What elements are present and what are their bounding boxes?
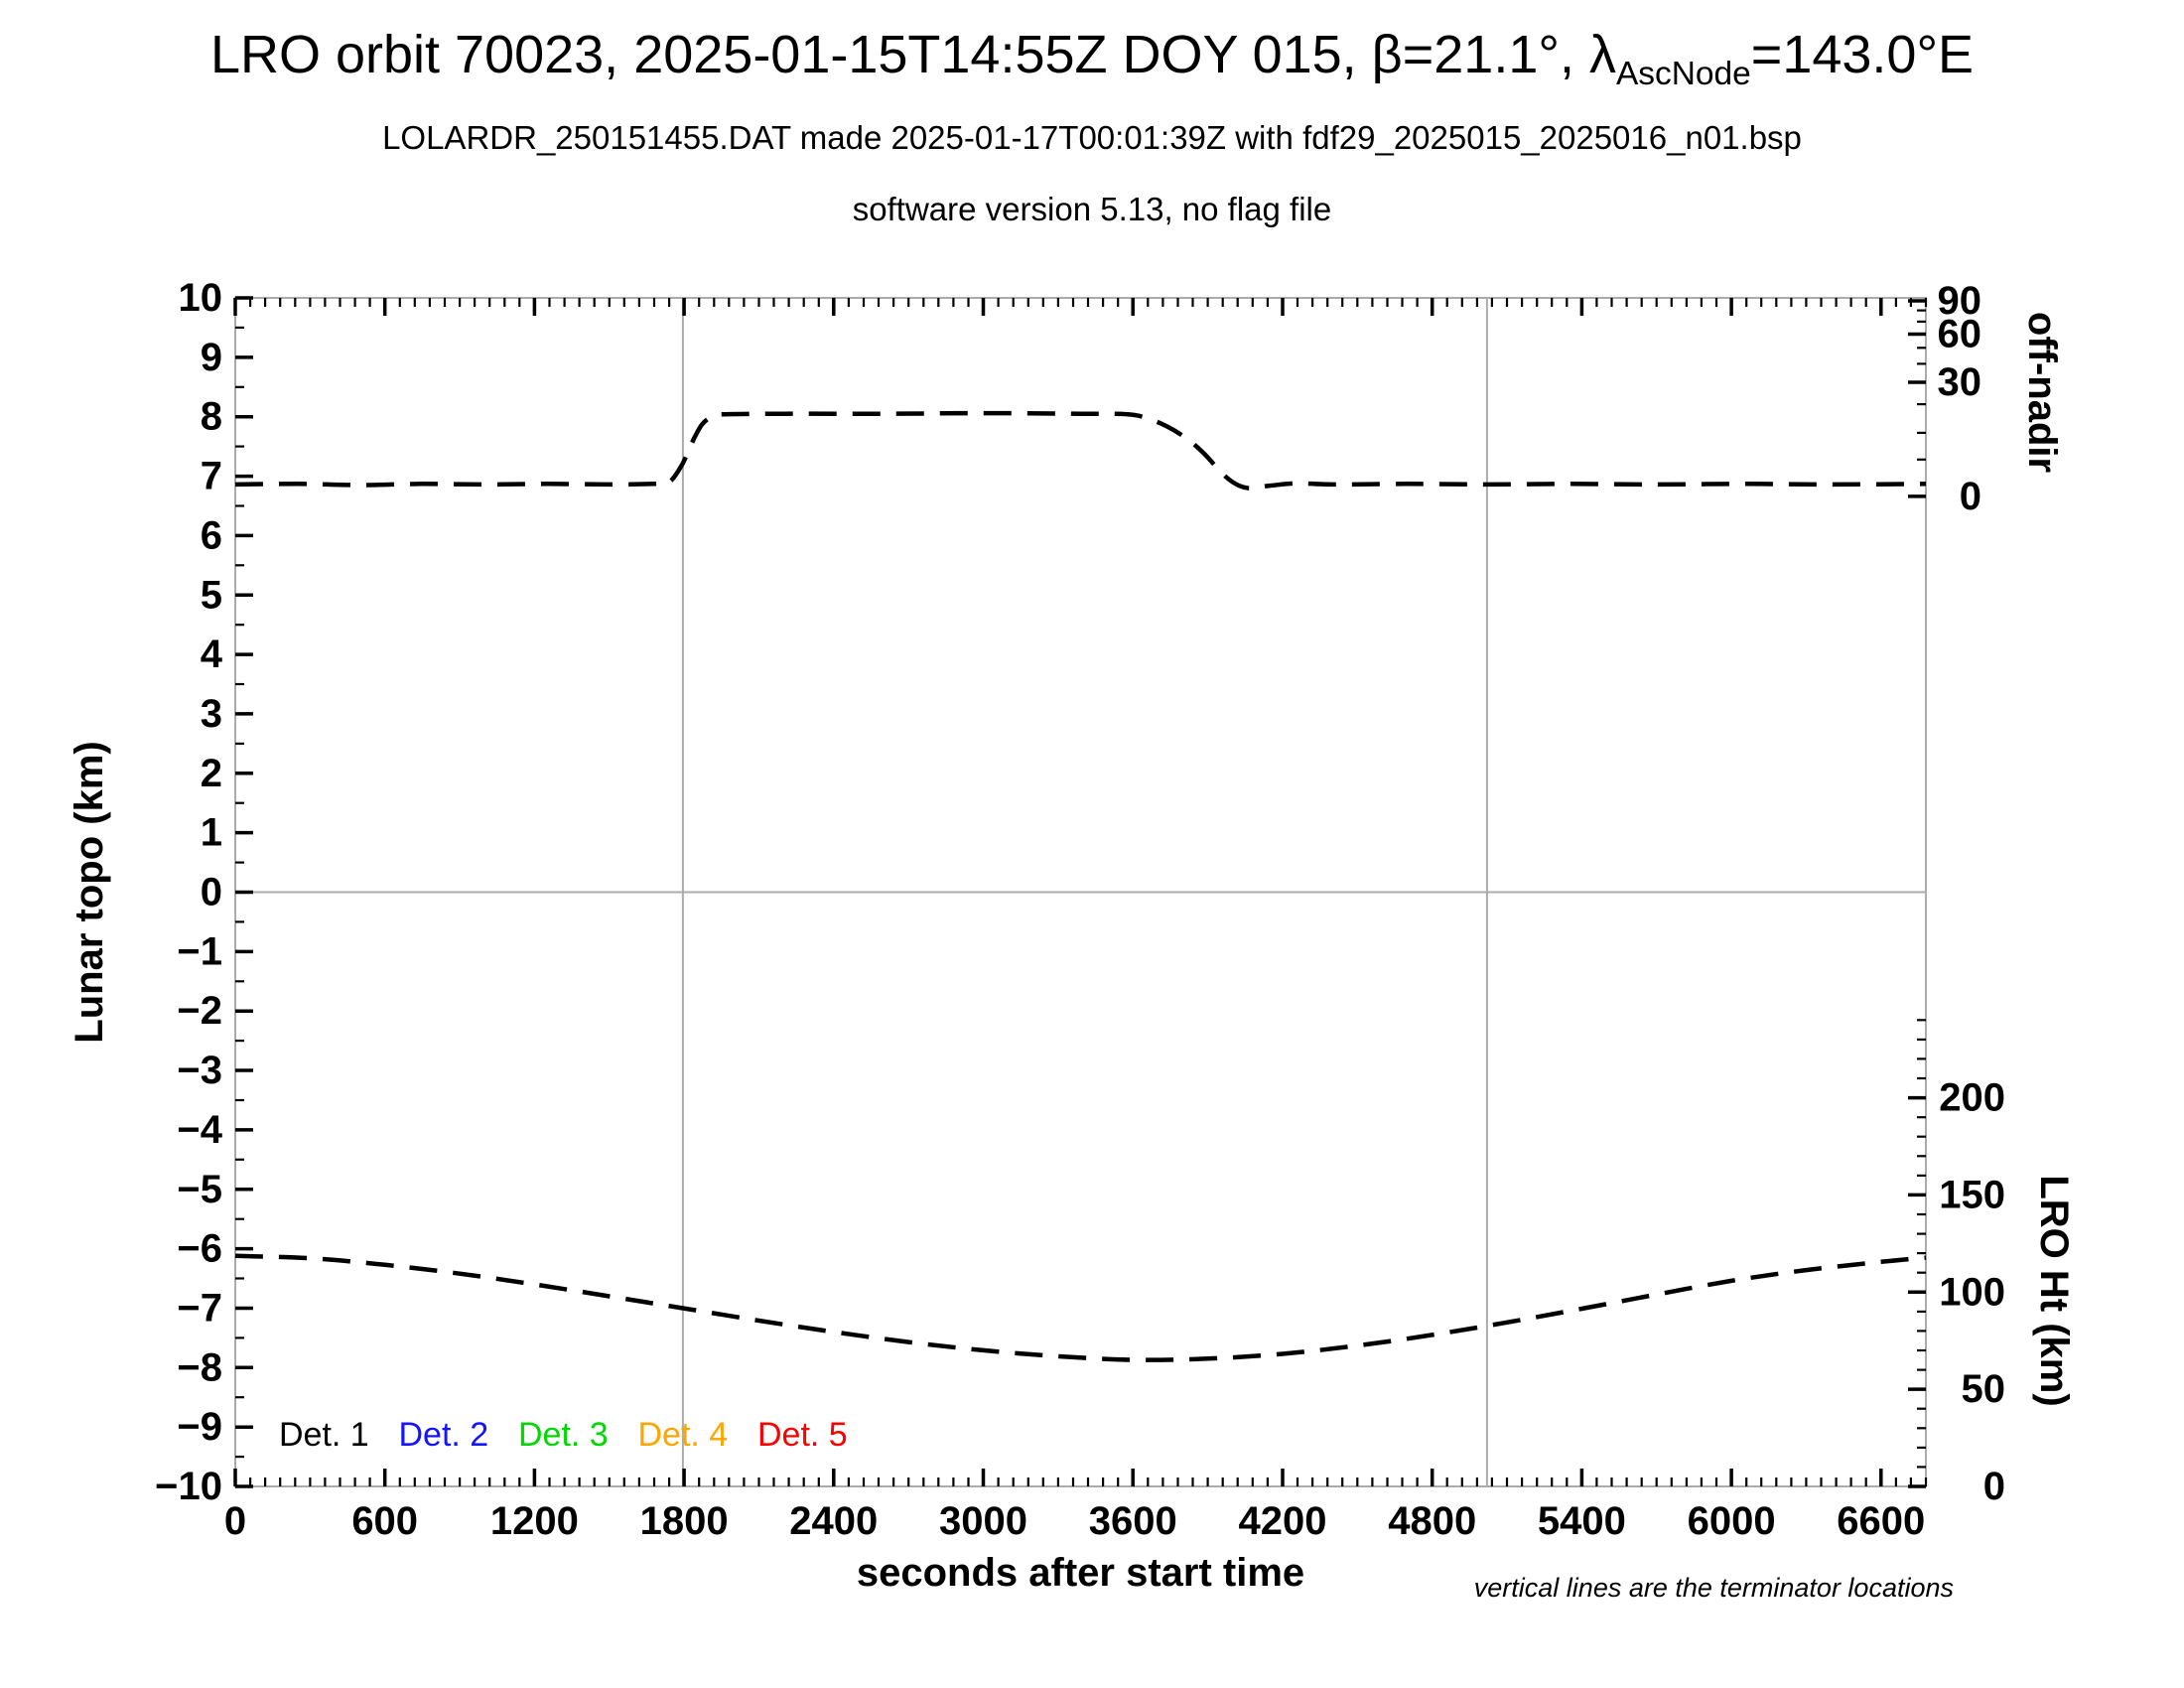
tick-label: 0 bbox=[201, 871, 222, 914]
tick-label: 5400 bbox=[1538, 1499, 1626, 1543]
tick-label: −7 bbox=[177, 1287, 222, 1331]
tick-label: 60 bbox=[1938, 313, 1982, 356]
tick-label: 90 bbox=[1938, 279, 1982, 323]
legend-item: Det. 1 bbox=[279, 1416, 369, 1454]
tick-label: −8 bbox=[177, 1345, 222, 1389]
tick-label: 3000 bbox=[939, 1499, 1027, 1543]
tick-label: −9 bbox=[177, 1405, 222, 1449]
tick-label: 50 bbox=[1962, 1367, 2006, 1411]
terminator-note: vertical lines are the terminator locati… bbox=[1474, 1573, 1954, 1603]
y-left-axis-title: Lunar topo (km) bbox=[68, 741, 111, 1043]
tick-label: 6000 bbox=[1688, 1499, 1776, 1543]
tick-label: −2 bbox=[177, 989, 222, 1033]
tick-label: 1800 bbox=[640, 1499, 729, 1543]
subtitle-software-version: software version 5.13, no flag file bbox=[852, 191, 1332, 227]
legend-item: Det. 2 bbox=[399, 1416, 489, 1454]
y-left-ticks bbox=[235, 296, 253, 1488]
x-axis-ticks bbox=[233, 298, 1928, 1486]
tick-label: 100 bbox=[1939, 1270, 2005, 1314]
tick-label: 3600 bbox=[1089, 1499, 1177, 1543]
tick-label: 10 bbox=[179, 276, 223, 320]
legend-item: Det. 4 bbox=[638, 1416, 729, 1454]
x-axis-title: seconds after start time bbox=[857, 1551, 1304, 1595]
tick-label: −4 bbox=[177, 1108, 222, 1152]
off-nadir-angle-curve bbox=[234, 410, 1927, 491]
tick-label: 1 bbox=[201, 811, 222, 855]
tick-label: 6 bbox=[201, 513, 222, 557]
legend-item: Det. 5 bbox=[757, 1416, 848, 1454]
tick-label: 30 bbox=[1938, 360, 1982, 404]
tick-label: 6600 bbox=[1837, 1499, 1925, 1543]
tick-label: 3 bbox=[201, 692, 222, 736]
tick-label: 7 bbox=[201, 455, 222, 498]
tick-label: 2400 bbox=[789, 1499, 878, 1543]
tick-label: 4 bbox=[201, 633, 223, 676]
y-right-ticks bbox=[1908, 299, 1926, 1488]
tick-label: 0 bbox=[224, 1499, 246, 1543]
tick-label: 0 bbox=[1960, 475, 1981, 518]
tick-label: 4200 bbox=[1239, 1499, 1327, 1543]
title-prefix: LRO orbit 70023, 2025-01-15T14:55Z DOY 0… bbox=[209, 25, 1616, 84]
tick-label: −6 bbox=[177, 1227, 222, 1271]
lro-ht-tick-labels: 200 150 100 50 0 bbox=[1939, 1076, 2005, 1508]
subtitle-data-file: LOLARDR_250151455.DAT made 2025-01-17T00… bbox=[382, 119, 1802, 156]
tick-label: 600 bbox=[351, 1499, 418, 1543]
tick-label: −1 bbox=[177, 929, 222, 973]
tick-label: −3 bbox=[177, 1049, 222, 1092]
x-tick-labels: 0 600 1200 1800 2400 3000 3600 4200 4800 5400 6000… bbox=[224, 1499, 1925, 1543]
legend-item: Det. 3 bbox=[518, 1416, 609, 1454]
tick-label: 150 bbox=[1939, 1173, 2005, 1216]
tick-label: 4800 bbox=[1388, 1499, 1476, 1543]
off-nadir-axis-title: off-nadir bbox=[2020, 312, 2064, 473]
tick-label: 1200 bbox=[490, 1499, 579, 1543]
tick-label: −10 bbox=[155, 1465, 222, 1508]
title-suffix: =143.0°E bbox=[1750, 25, 1975, 84]
tick-label: 2 bbox=[201, 752, 222, 795]
lro-ht-axis-title: LRO Ht (km) bbox=[2032, 1175, 2076, 1406]
page-title: LRO orbit 70023, 2025-01-15T14:55Z DOY 0… bbox=[0, 22, 2184, 95]
title-subscript: AscNode bbox=[1615, 55, 1751, 92]
tick-label: 200 bbox=[1939, 1076, 2005, 1120]
tick-label: 0 bbox=[1983, 1465, 2005, 1508]
tick-label: 5 bbox=[201, 573, 222, 617]
tick-label: −5 bbox=[177, 1168, 222, 1211]
detector-legend: Det. 1 Det. 2 Det. 3 Det. 4 Det. 5 bbox=[279, 1416, 848, 1454]
lro-height-curve bbox=[234, 1253, 1927, 1362]
tick-label: 8 bbox=[201, 395, 222, 439]
tick-label: 9 bbox=[201, 336, 222, 379]
